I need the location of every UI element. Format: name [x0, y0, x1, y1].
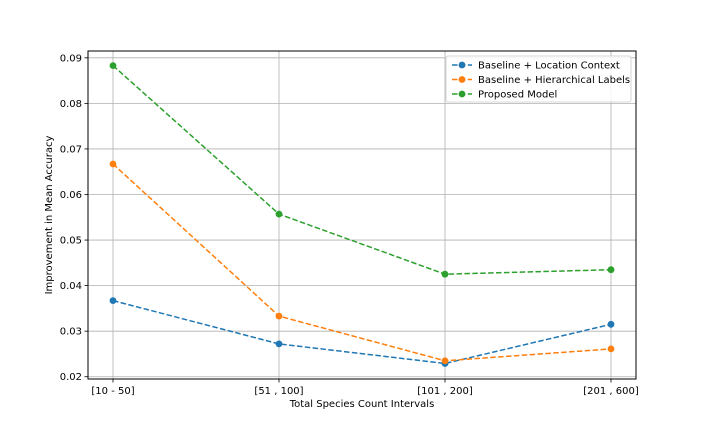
x-tick-label: [51 , 100]	[254, 386, 303, 397]
x-tick-label: [101 , 200]	[417, 386, 473, 397]
x-tick-label: [201 , 600]	[583, 386, 639, 397]
y-tick-label: 0.06	[60, 190, 82, 201]
data-point	[607, 266, 615, 274]
y-tick-label: 0.03	[60, 327, 82, 338]
legend-label: Proposed Model	[478, 90, 557, 101]
y-tick-label: 0.02	[60, 372, 82, 383]
series-3	[109, 62, 615, 278]
y-tick-label: 0.09	[60, 53, 82, 64]
legend-label: Baseline + Location Context	[478, 61, 620, 72]
axis-ticks: [10 - 50] [51 , 100] [101 , 200] [201 , 600…	[60, 53, 639, 397]
data-point	[275, 312, 283, 320]
y-axis-label: Improvement in Mean Accuracy	[44, 136, 55, 295]
series-2	[109, 160, 615, 365]
data-point	[109, 62, 117, 69]
plot-frame	[87, 50, 637, 380]
x-tick-label: [10 - 50]	[91, 386, 134, 397]
data-point	[441, 270, 449, 278]
data-point	[441, 357, 449, 365]
y-tick-label: 0.07	[60, 144, 82, 155]
data-point	[607, 345, 615, 353]
legend-box	[445, 55, 632, 103]
legend: Baseline + Location Context Baseline + Hi…	[445, 55, 632, 103]
data-point	[607, 320, 615, 328]
y-tick-label: 0.08	[60, 99, 82, 110]
legend-marker	[458, 90, 466, 98]
data-point	[275, 210, 283, 218]
y-tick-label: 0.05	[60, 236, 82, 247]
y-tick-label: 0.04	[60, 281, 82, 292]
series-1	[109, 297, 615, 367]
x-axis-label: Total Species Count Intervals	[289, 399, 435, 410]
data-point	[109, 160, 117, 168]
legend-label: Baseline + Hierarchical Labels	[478, 75, 630, 86]
data-point	[109, 297, 117, 304]
series-layer	[109, 62, 615, 367]
series-line	[112, 65, 612, 275]
series-line	[112, 163, 612, 362]
data-point	[275, 340, 283, 348]
legend-marker	[458, 76, 466, 83]
legend-marker	[458, 61, 466, 69]
series-line	[112, 299, 612, 365]
grid-lines	[88, 51, 636, 379]
